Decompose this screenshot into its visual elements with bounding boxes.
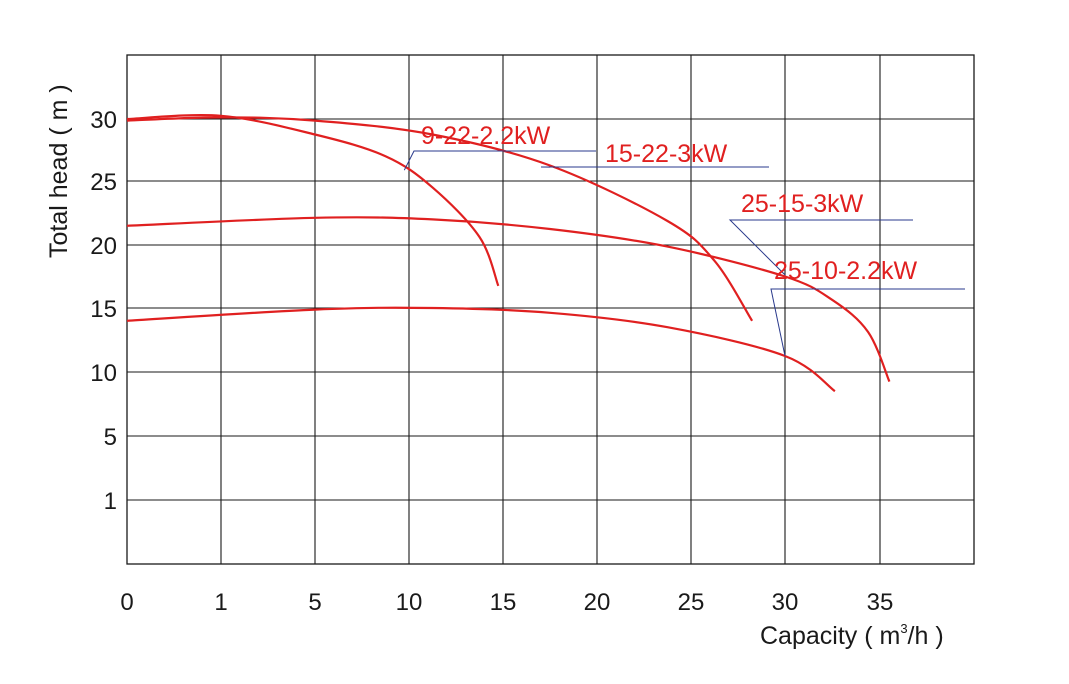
x-tick-label: 15 <box>490 589 517 616</box>
x-tick-label: 30 <box>772 589 799 616</box>
x-tick-label: 10 <box>396 589 423 616</box>
x-tick-label: 20 <box>584 589 611 616</box>
y-tick-label: 15 <box>90 296 117 323</box>
y-tick-label: 30 <box>90 107 117 134</box>
curve-9-22-2-2kw <box>126 113 500 287</box>
x-tick-label: 5 <box>308 589 321 616</box>
x-tick-label: 35 <box>867 589 894 616</box>
x-tick-label: 1 <box>214 589 227 616</box>
curve-25-15-3kw <box>126 216 891 383</box>
curve-25-10-2-2kw <box>126 306 836 393</box>
y-tick-label: 10 <box>90 360 117 387</box>
x-axis-title-sup: 3 <box>900 621 907 636</box>
x-tick-label: 0 <box>120 589 133 616</box>
curve-labels: 9-22-2.2kW 15-22-3kW 25-15-3kW 25-10-2.2kW <box>421 122 918 285</box>
leader-line-25-15-3kw <box>728 219 913 276</box>
curve-15-22-3kw <box>126 116 754 322</box>
y-tick-label: 5 <box>104 424 117 451</box>
x-axis-title-post: /h ) <box>908 622 944 650</box>
curve-label-15-22-3kw: 15-22-3kW <box>605 140 728 168</box>
y-tick-label: 25 <box>90 169 117 196</box>
y-axis-title: Total head ( m ) <box>45 84 73 258</box>
y-tick-label: 20 <box>90 233 117 260</box>
x-tick-label: 25 <box>678 589 705 616</box>
x-axis-title-pre: Capacity ( m <box>760 622 900 650</box>
leader-line-25-10-2-2kw <box>770 288 965 357</box>
label-leader-lines <box>403 150 965 357</box>
x-tick-labels: 0 1 5 10 15 20 25 30 35 <box>120 589 893 616</box>
leader-line-9-22-2-2kw <box>403 150 596 171</box>
curve-label-9-22-2-2kw: 9-22-2.2kW <box>421 122 551 150</box>
plot-area <box>126 54 975 565</box>
x-axis-title: Capacity ( m3/h ) <box>760 621 944 650</box>
curve-label-25-10-2-2kw: 25-10-2.2kW <box>774 257 918 285</box>
y-tick-label: 1 <box>104 488 117 515</box>
grid-lines <box>127 55 974 564</box>
pump-curves <box>126 113 891 393</box>
curve-label-25-15-3kw: 25-15-3kW <box>741 190 864 218</box>
